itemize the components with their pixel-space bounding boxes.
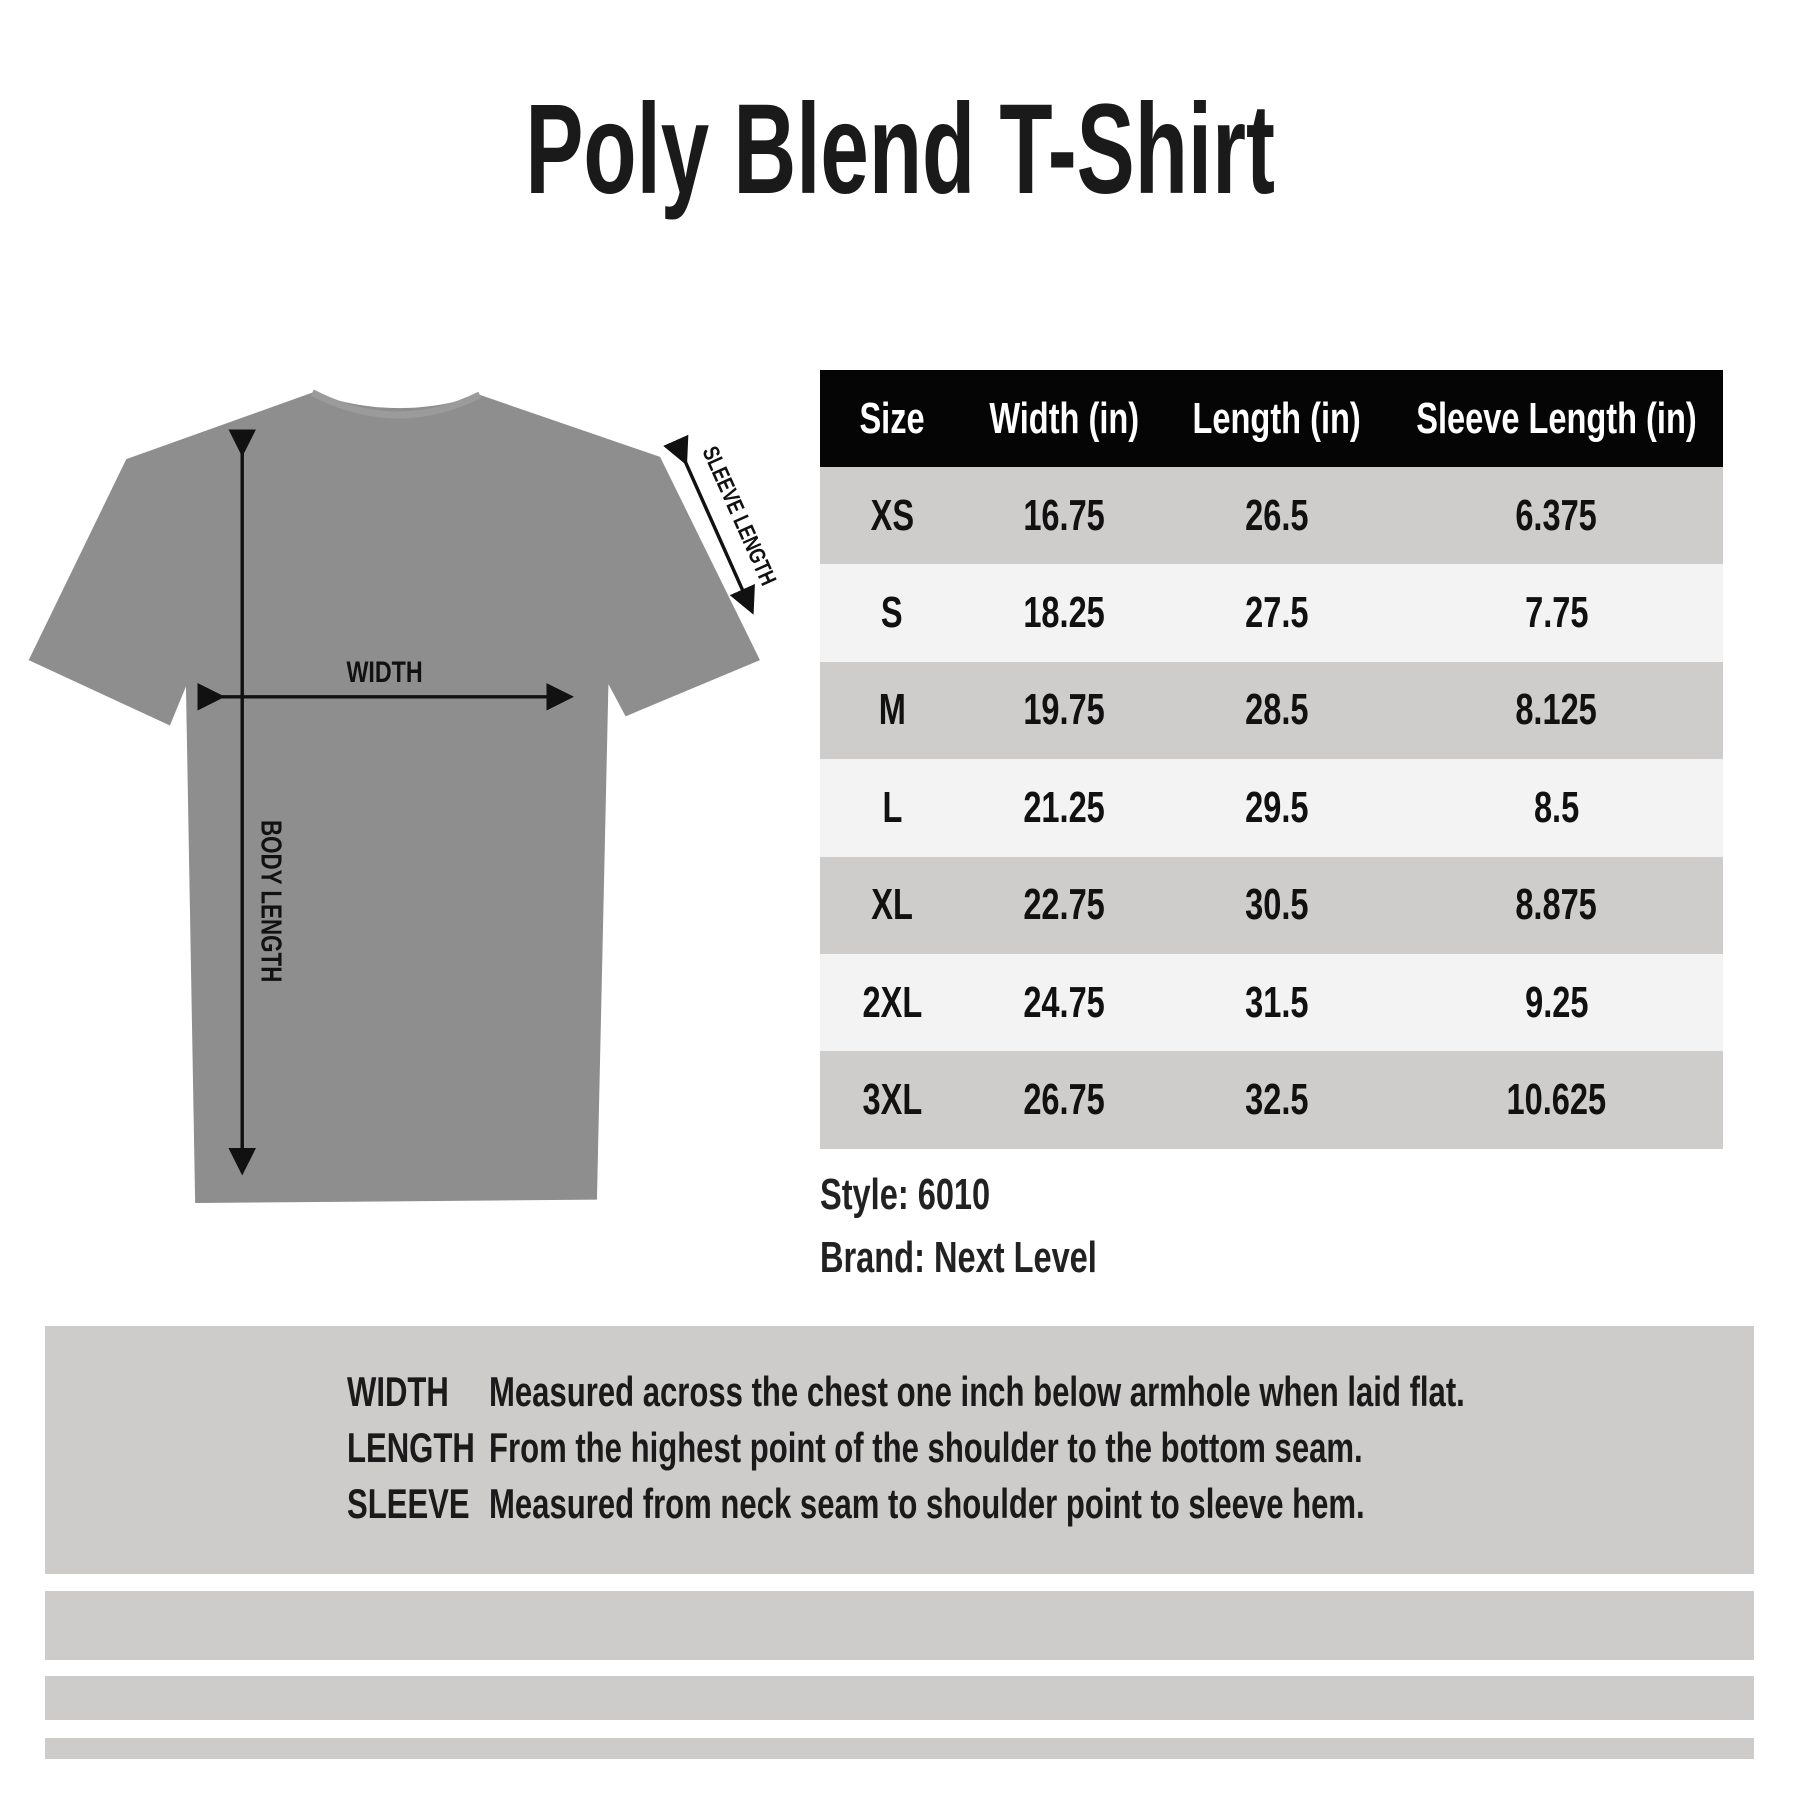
header-length: Length (in) [1192,393,1362,443]
table-body: XS 16.75 26.5 6.375 S 18.25 27.5 7.75 M 19.75 28.5… [820,467,1723,1149]
tshirt-shape [28,392,760,1204]
cell-sleeve-length: 8.5 [1533,782,1580,832]
cell-width: 21.25 [1023,782,1105,832]
table-row: 3XL 26.75 32.5 10.625 [820,1051,1723,1149]
cell-width: 24.75 [1023,977,1105,1027]
brand-name: Brand: Next Level [820,1233,1097,1282]
cell-length: 31.5 [1245,977,1309,1027]
neck-collar [310,389,482,419]
cell-sleeve-length: 10.625 [1506,1075,1607,1125]
cell-width: 26.75 [1023,1075,1105,1125]
table-row: 2XL 24.75 31.5 9.25 [820,953,1723,1052]
table-row: S 18.25 27.5 7.75 [820,564,1723,662]
cell-length: 26.5 [1245,490,1309,540]
sleeve-length-arrow [663,434,755,615]
cell-length: 30.5 [1245,880,1309,930]
table-row: XL 22.75 30.5 8.875 [820,856,1723,954]
definition-term: WIDTH [347,1368,449,1415]
size-table: Size Width (in) Length (in) Sleeve Lengt… [820,370,1723,1149]
cell-size: S [881,588,903,638]
page-title: Poly Blend T-Shirt [525,78,1275,221]
cell-sleeve-length: 6.375 [1515,490,1598,540]
body-length-label: BODY LENGTH [255,820,286,982]
table-row: M 19.75 28.5 8.125 [820,661,1723,760]
cell-size: XS [870,490,914,540]
cell-width: 18.25 [1023,588,1105,638]
cell-size: 2XL [862,977,922,1027]
width-label: WIDTH [346,655,422,688]
table-row: XS 16.75 26.5 6.375 [820,467,1723,565]
cell-size: 3XL [862,1075,922,1125]
cell-size: XL [871,880,913,930]
header-sleeve-length: Sleeve Length (in) [1416,393,1697,443]
table-header-row: Size Width (in) Length (in) Sleeve Lengt… [820,370,1723,467]
cell-width: 16.75 [1023,490,1105,540]
cell-sleeve-length: 9.25 [1524,977,1589,1027]
cell-width: 22.75 [1023,880,1105,930]
definition-text: Measured across the chest one inch below… [489,1368,1465,1415]
cell-sleeve-length: 7.75 [1524,588,1589,638]
table-row: L 21.25 29.5 8.5 [820,759,1723,857]
cell-length: 29.5 [1245,782,1309,832]
cell-size: M [878,685,906,735]
style-number: Style: 6010 [820,1170,991,1219]
decorative-stripe [45,1591,1754,1660]
decorative-stripe [45,1676,1754,1720]
decorative-stripe [45,1738,1754,1759]
cell-sleeve-length: 8.125 [1515,685,1598,735]
header-width: Width (in) [989,393,1139,443]
cell-length: 32.5 [1245,1075,1309,1125]
cell-width: 19.75 [1023,685,1105,735]
cell-length: 28.5 [1245,685,1309,735]
definition-text: From the highest point of the shoulder t… [489,1424,1363,1471]
header-size: Size [859,393,925,443]
cell-length: 27.5 [1245,588,1309,638]
definition-term: LENGTH [347,1424,475,1471]
cell-sleeve-length: 8.875 [1515,880,1598,930]
cell-size: L [882,782,902,832]
definition-text: Measured from neck seam to shoulder poin… [489,1480,1365,1527]
definitions-panel: WIDTH Measured across the chest one inch… [45,1326,1754,1574]
definition-term: SLEEVE [347,1480,470,1527]
